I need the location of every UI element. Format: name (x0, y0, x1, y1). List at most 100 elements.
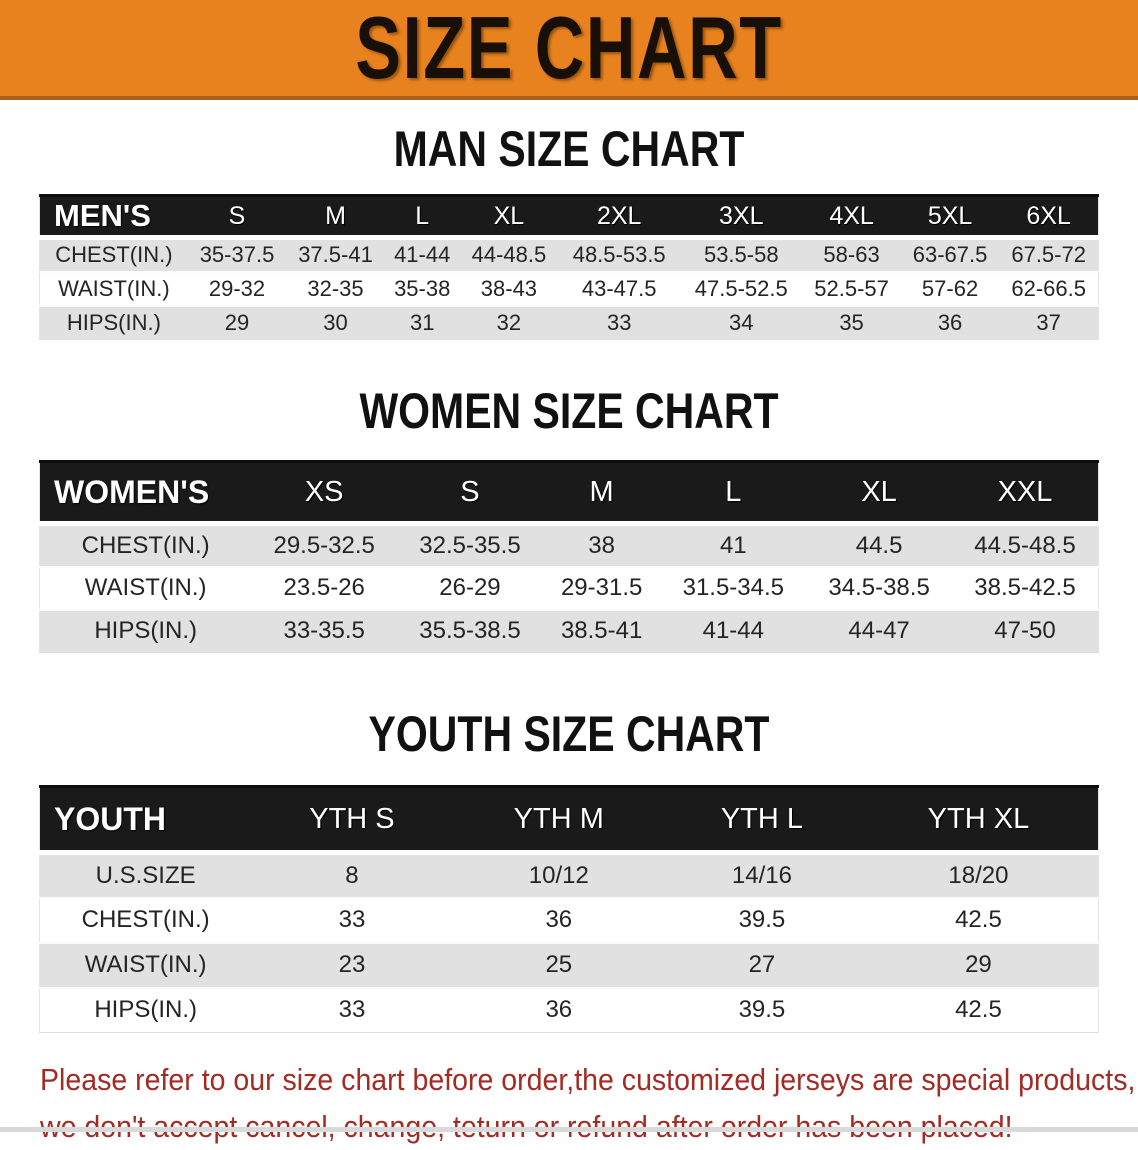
value-cell: 47-50 (952, 610, 1099, 653)
value-cell: 34.5-38.5 (806, 567, 952, 610)
column-header: XL (460, 196, 559, 238)
value-cell: 33 (558, 306, 680, 340)
column-header: 3XL (680, 196, 802, 238)
value-cell: 57-62 (901, 272, 1000, 306)
value-cell: 41-44 (385, 238, 460, 272)
bottom-edge-divider (0, 1127, 1138, 1132)
banner: SIZE CHART (0, 0, 1138, 100)
value-cell: 39.5 (665, 988, 859, 1033)
value-cell: 31 (385, 306, 460, 340)
value-cell: 58-63 (802, 238, 901, 272)
row-label: WAIST(IN.) (40, 943, 252, 988)
value-cell: 38.5-41 (543, 610, 661, 653)
value-cell: 36 (453, 988, 665, 1033)
value-cell: 35-37.5 (188, 238, 287, 272)
value-cell: 18/20 (859, 853, 1099, 898)
value-cell: 33-35.5 (251, 610, 397, 653)
value-cell: 42.5 (859, 988, 1099, 1033)
value-cell: 43-47.5 (558, 272, 680, 306)
row-label: U.S.SIZE (40, 853, 252, 898)
value-cell: 36 (901, 306, 1000, 340)
value-cell: 37 (999, 306, 1098, 340)
column-header: 4XL (802, 196, 901, 238)
value-cell: 37.5-41 (286, 238, 385, 272)
value-cell: 35.5-38.5 (397, 610, 543, 653)
row-label: CHEST(IN.) (40, 524, 252, 567)
value-cell: 44-47 (806, 610, 952, 653)
row-label: HIPS(IN.) (40, 610, 252, 653)
column-header: M (286, 196, 385, 238)
section-heading: MAN SIZE CHART (102, 124, 1035, 174)
row-label: WAIST(IN.) (40, 567, 252, 610)
corner-label: WOMEN'S (40, 462, 252, 524)
value-cell: 35-38 (385, 272, 460, 306)
column-header: YTH XL (859, 787, 1099, 853)
disclaimer-line-1: Please refer to our size chart before or… (40, 1057, 1050, 1104)
value-cell: 29 (859, 943, 1099, 988)
value-cell: 44-48.5 (460, 238, 559, 272)
value-cell: 42.5 (859, 898, 1099, 943)
value-cell: 67.5-72 (999, 238, 1098, 272)
value-cell: 34 (680, 306, 802, 340)
value-cell: 39.5 (665, 898, 859, 943)
value-cell: 10/12 (453, 853, 665, 898)
value-cell: 47.5-52.5 (680, 272, 802, 306)
value-cell: 63-67.5 (901, 238, 1000, 272)
value-cell: 36 (453, 898, 665, 943)
corner-label: YOUTH (40, 787, 252, 853)
disclaimer: Please refer to our size chart before or… (40, 1057, 1138, 1150)
value-cell: 53.5-58 (680, 238, 802, 272)
value-cell: 41-44 (660, 610, 806, 653)
value-cell: 25 (453, 943, 665, 988)
value-cell: 27 (665, 943, 859, 988)
row-label: CHEST(IN.) (40, 898, 252, 943)
value-cell: 30 (286, 306, 385, 340)
value-cell: 32-35 (286, 272, 385, 306)
section-heading: WOMEN SIZE CHART (102, 386, 1035, 436)
value-cell: 26-29 (397, 567, 543, 610)
value-cell: 32.5-35.5 (397, 524, 543, 567)
value-cell: 29 (188, 306, 287, 340)
column-header: 6XL (999, 196, 1098, 238)
value-cell: 62-66.5 (999, 272, 1098, 306)
corner-label: MEN'S (40, 196, 188, 238)
column-header: L (385, 196, 460, 238)
value-cell: 35 (802, 306, 901, 340)
column-header: YTH S (251, 787, 452, 853)
value-cell: 23 (251, 943, 452, 988)
value-cell: 41 (660, 524, 806, 567)
column-header: XL (806, 462, 952, 524)
value-cell: 38-43 (460, 272, 559, 306)
value-cell: 52.5-57 (802, 272, 901, 306)
row-label: HIPS(IN.) (40, 988, 252, 1033)
row-label: CHEST(IN.) (40, 238, 188, 272)
value-cell: 29-31.5 (543, 567, 661, 610)
value-cell: 31.5-34.5 (660, 567, 806, 610)
column-header: L (660, 462, 806, 524)
row-label: HIPS(IN.) (40, 306, 188, 340)
column-header: YTH M (453, 787, 665, 853)
page-title: SIZE CHART (355, 4, 782, 92)
section-heading: YOUTH SIZE CHART (102, 709, 1035, 759)
column-header: S (188, 196, 287, 238)
column-header: S (397, 462, 543, 524)
value-cell: 33 (251, 898, 452, 943)
value-cell: 29-32 (188, 272, 287, 306)
value-cell: 8 (251, 853, 452, 898)
